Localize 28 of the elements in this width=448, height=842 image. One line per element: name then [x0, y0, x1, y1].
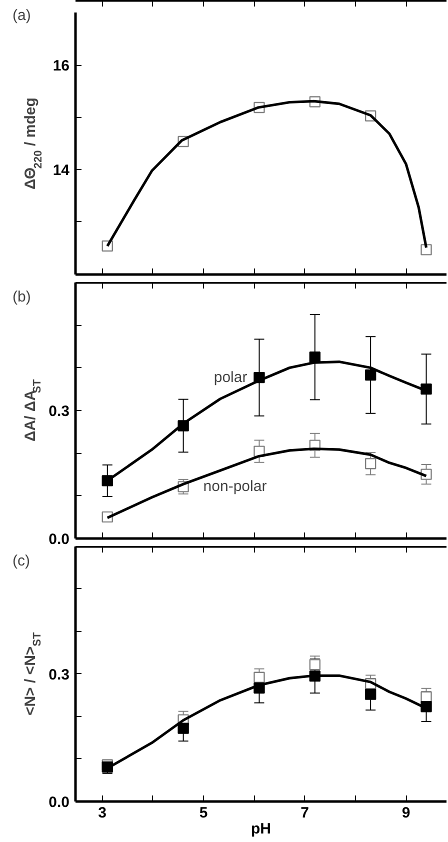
y-tick-label: 14	[52, 162, 70, 180]
point	[420, 244, 432, 256]
y-tick-label: 0.3	[48, 402, 70, 420]
y-axis-title: <N> / <N>ST	[22, 632, 44, 716]
x-axis-title: pH	[251, 820, 271, 838]
y-tick-label: 16	[52, 58, 70, 75]
point	[420, 691, 432, 702]
point	[309, 659, 321, 670]
x-tick-label: 5	[199, 804, 208, 822]
y-tick-label: 0.3	[48, 666, 70, 684]
x-tick-label: 9	[402, 804, 410, 822]
series-label: non-polar	[203, 478, 267, 496]
y-axis-title: ΔA/ ΔAST	[22, 378, 44, 442]
x-tick-label: 3	[98, 804, 106, 822]
point	[364, 458, 376, 470]
chart-title: (a)	[12, 6, 31, 24]
point	[420, 701, 432, 712]
y-axis-title: ΔΘ220 / mdeg	[22, 98, 44, 190]
y-tick-label: 0.0	[48, 530, 70, 548]
chart-title: (b)	[12, 288, 31, 306]
point	[364, 369, 376, 381]
point	[178, 722, 189, 734]
point	[364, 688, 376, 700]
y-tick-label: 0.0	[48, 794, 70, 811]
series-label: polar	[214, 369, 248, 386]
point	[254, 672, 265, 683]
x-tick-label: 7	[300, 804, 309, 822]
text: (c)	[12, 552, 30, 570]
